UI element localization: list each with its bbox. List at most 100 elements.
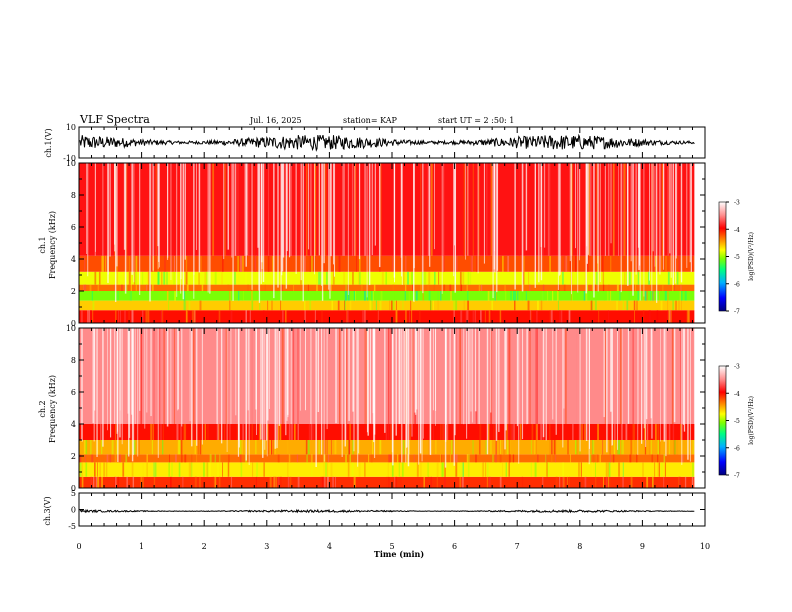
spectrogram-streak xyxy=(667,310,669,323)
spectrogram-streak xyxy=(651,163,653,256)
spectrogram-streak xyxy=(287,462,289,477)
spectrogram-streak xyxy=(160,424,162,440)
colorbar-tick-label: -5 xyxy=(734,418,740,425)
spectrogram-streak xyxy=(134,271,136,285)
spectrogram-streak xyxy=(182,476,184,488)
spectrogram-band-2 xyxy=(79,454,695,463)
spectrogram-streak xyxy=(372,440,374,455)
spectrogram-streak xyxy=(277,476,280,488)
spectrogram-streak xyxy=(680,424,682,440)
spectrogram-streak xyxy=(318,440,320,455)
spectrogram-streak xyxy=(80,462,82,477)
header-station: station= KAP xyxy=(343,116,398,125)
spectrogram-streak xyxy=(378,291,380,301)
ch1_wave-trace xyxy=(79,133,695,152)
spectrogram-streak xyxy=(202,424,205,440)
spectrogram-streak xyxy=(79,454,82,463)
spectrogram-streak xyxy=(372,291,374,301)
spectrogram-streak xyxy=(535,310,538,323)
ch3-waveform-ylabel: ch.3(V) xyxy=(43,496,52,525)
spectrogram-streak xyxy=(574,255,577,272)
spectrogram-streak xyxy=(178,462,181,477)
spectrogram-streak xyxy=(277,424,280,440)
colorbar-tick-label: -4 xyxy=(734,391,740,398)
spectrogram-streak xyxy=(479,424,482,440)
spectrogram-streak xyxy=(241,291,244,301)
spectrogram-streak xyxy=(271,300,273,311)
spectrogram-streak xyxy=(466,163,468,256)
header-start-time: start UT = 2 :50: 1 xyxy=(438,116,514,125)
spectrogram-streak xyxy=(145,310,148,323)
spectrogram-streak xyxy=(85,462,88,477)
spectrogram-streak xyxy=(92,300,95,311)
spectrogram-streak xyxy=(166,291,169,301)
spectrogram-streak xyxy=(316,284,318,291)
spectrogram-streak xyxy=(467,310,469,323)
spectrogram-streak xyxy=(676,271,679,285)
spectrogram-streak xyxy=(173,255,176,272)
spectrogram-streak xyxy=(455,454,458,463)
spectrogram-streak xyxy=(89,284,92,291)
spectrogram-streak xyxy=(259,300,261,311)
spectrogram-streak xyxy=(290,328,293,424)
spectrogram-streak xyxy=(459,462,462,477)
spectrogram-streak xyxy=(590,300,593,311)
spectrogram-streak xyxy=(303,255,306,272)
spectrogram-streak xyxy=(523,255,525,272)
ch1-waveform-panel: 10 -10 xyxy=(63,123,706,163)
spectrogram-streak xyxy=(693,328,695,424)
spectrogram-streak xyxy=(430,476,432,488)
ch1-waveform-ylabel: ch.1(V) xyxy=(44,128,53,157)
spectrogram-streak xyxy=(355,291,356,301)
spectrogram-streak xyxy=(654,462,656,477)
spectrogram-streak xyxy=(440,454,442,463)
spectrogram-streak xyxy=(254,255,257,272)
spectrogram-streak xyxy=(390,300,393,311)
spectrogram-streak xyxy=(598,310,600,323)
spectrogram-streak xyxy=(311,462,313,477)
spectrogram-streak xyxy=(406,454,409,463)
spectrogram-streak xyxy=(319,271,322,285)
spectrogram-streak xyxy=(659,291,660,301)
spectrogram-streak xyxy=(499,454,502,463)
spectrogram-streak xyxy=(337,300,340,311)
spectrogram-streak xyxy=(289,454,292,463)
spectrogram-streak xyxy=(212,163,215,256)
spectrogram-streak xyxy=(245,310,247,323)
spectrogram-streak xyxy=(657,462,660,477)
spectrogram-streak xyxy=(485,440,487,455)
spectrogram-streak xyxy=(427,163,430,256)
y-tick-label: 2 xyxy=(71,287,76,296)
spectrogram-streak xyxy=(168,300,170,311)
spectrogram-streak xyxy=(289,476,292,488)
spectrogram-streak xyxy=(306,291,308,301)
spectrogram-streak xyxy=(490,163,492,256)
spectrogram-streak xyxy=(249,310,251,323)
spectrogram-streak xyxy=(180,440,183,455)
spectrogram-streak xyxy=(392,300,395,311)
spectrogram-streak xyxy=(327,454,330,463)
spectrogram-streak xyxy=(530,440,532,455)
spectrogram-streak xyxy=(565,255,568,272)
spectrogram-streak xyxy=(318,271,320,285)
y-tick-label: 0 xyxy=(71,319,76,328)
spectrogram-streak xyxy=(106,454,109,463)
spectrogram-streak xyxy=(642,291,645,301)
spectrogram-streak xyxy=(354,476,356,488)
spectrogram-streak xyxy=(83,284,85,291)
spectrogram-streak xyxy=(244,163,247,256)
spectrogram-streak xyxy=(491,284,493,291)
spectrogram-streak xyxy=(418,440,420,455)
ch1-spectrogram-label: ch.1 xyxy=(38,236,47,253)
spectrogram-streak xyxy=(344,291,347,301)
spectrogram-streak xyxy=(344,300,346,311)
spectrogram-streak xyxy=(306,454,308,463)
spectrogram-streak xyxy=(568,310,571,323)
spectrogram-streak xyxy=(180,454,183,463)
spectrogram-streak xyxy=(540,300,543,311)
spectrogram-streak xyxy=(396,300,397,311)
spectrogram-streak xyxy=(83,440,86,455)
spectrogram-streak xyxy=(255,476,257,488)
spectrogram-streak xyxy=(495,284,497,291)
spectrogram-streak xyxy=(575,328,577,424)
